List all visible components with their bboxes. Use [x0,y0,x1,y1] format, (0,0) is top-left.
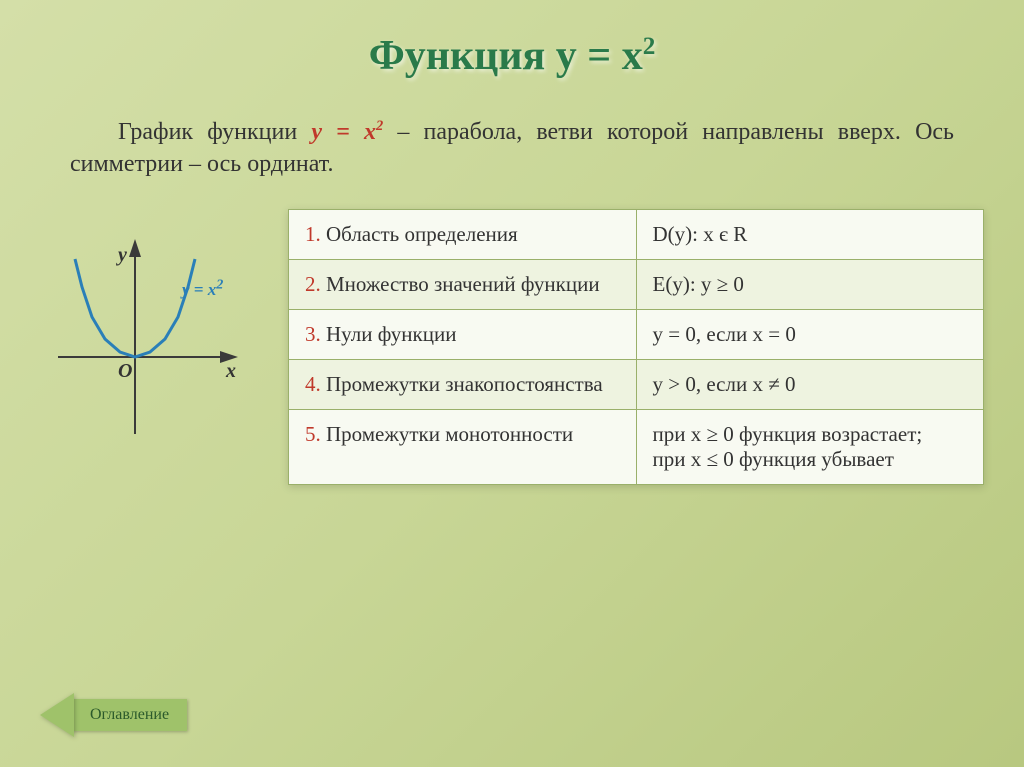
curve-label: y = x2 [182,277,223,301]
arrow-left-icon [40,693,74,737]
row-number: 2. [305,272,326,296]
formula: y = x2 [311,119,383,145]
property-name-cell: 2. Множество значений функции [289,259,637,309]
property-value-cell: y > 0, если x ≠ 0 [636,359,984,409]
parabola-chart: y x O y = x2 [20,209,270,459]
origin-label: O [118,360,132,382]
properties-table: 1. Область определенияD(y): x є R2. Множ… [288,209,984,485]
table-row: 1. Область определенияD(y): x є R [289,209,984,259]
toc-button[interactable]: Оглавление [40,693,187,737]
row-number: 4. [305,372,326,396]
property-name-cell: 5. Промежутки монотонности [289,409,637,484]
property-name-cell: 1. Область определения [289,209,637,259]
property-value-cell: D(y): x є R [636,209,984,259]
table-row: 2. Множество значений функцииE(y): y ≥ 0 [289,259,984,309]
desc-pre: График функции [118,119,311,145]
property-name-cell: 3. Нули функции [289,309,637,359]
row-number: 3. [305,322,326,346]
property-value-cell: E(y): y ≥ 0 [636,259,984,309]
property-value-cell: при x ≥ 0 функция возрастает; при x ≤ 0 … [636,409,984,484]
chart-svg: y x O [40,239,250,459]
table-row: 4. Промежутки знакопостоянства y > 0, ес… [289,359,984,409]
y-axis-label: y [116,244,127,266]
row-number: 1. [305,222,326,246]
x-axis-label: x [225,360,236,382]
toc-button-label: Оглавление [72,699,187,731]
description-paragraph: График функции y = x2 – парабола, ветви … [70,116,954,181]
row-number: 5. [305,422,326,446]
page-title: Функция y = x2 [0,0,1024,80]
property-value-cell: y = 0, если x = 0 [636,309,984,359]
table-row: 5. Промежутки монотонностипри x ≥ 0 функ… [289,409,984,484]
table-row: 3. Нули функцииy = 0, если x = 0 [289,309,984,359]
property-name-cell: 4. Промежутки знакопостоянства [289,359,637,409]
